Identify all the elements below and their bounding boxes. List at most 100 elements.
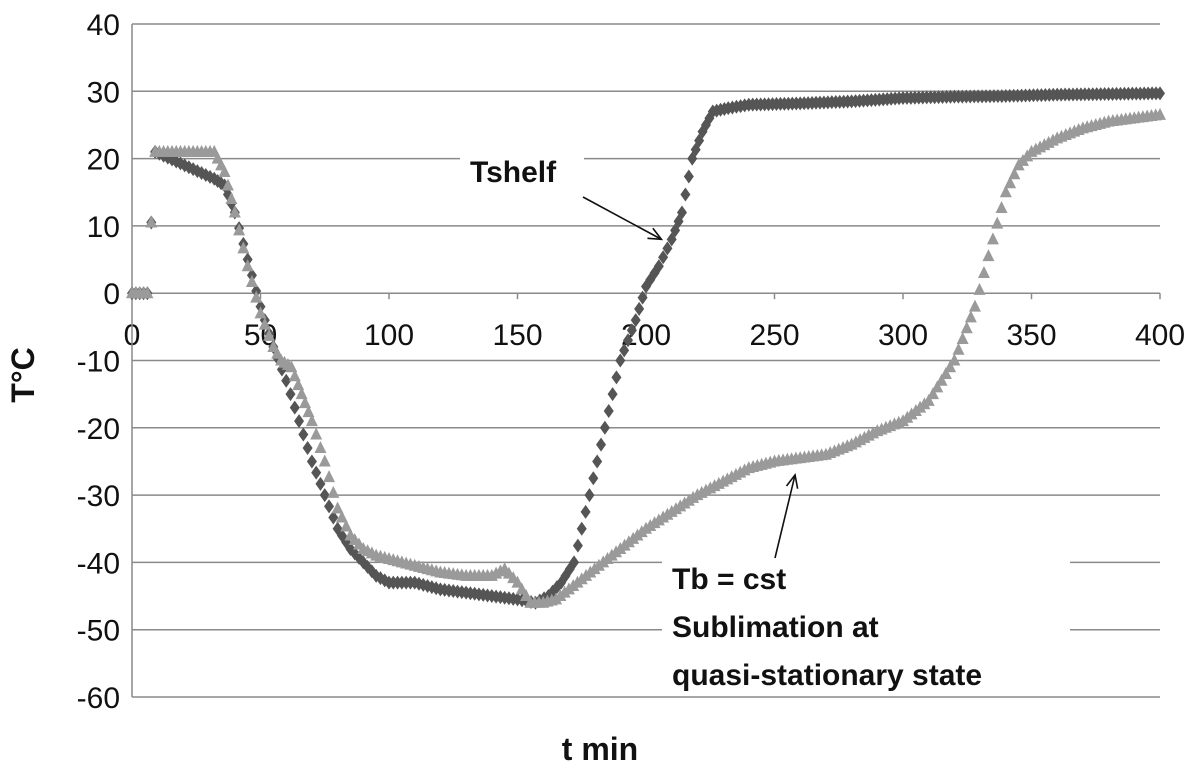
triangle-marker: [245, 274, 258, 287]
x-tick-label: 250: [749, 319, 799, 352]
diamond-marker: [599, 420, 610, 435]
y-tick-label: -10: [77, 346, 120, 379]
annotation-text: quasi-stationary state: [672, 659, 982, 692]
triangle-marker: [991, 216, 1004, 229]
diamond-marker: [580, 504, 591, 519]
diamond-marker: [637, 290, 648, 305]
triangle-marker: [318, 454, 331, 467]
annotation-text: Tb = cst: [672, 563, 786, 596]
x-tick-label: 300: [878, 319, 928, 352]
diamond-marker: [683, 169, 694, 184]
x-tick-label: 150: [492, 319, 542, 352]
diamond-marker: [311, 465, 322, 480]
triangle-marker: [141, 286, 154, 299]
triangle-marker: [299, 396, 312, 409]
x-tick-label: 400: [1135, 319, 1185, 352]
diamond-marker: [576, 521, 587, 536]
series-layer: [126, 86, 1166, 610]
triangle-marker: [939, 366, 952, 379]
triangle-marker: [314, 440, 327, 453]
diamond-marker: [697, 124, 708, 139]
diamond-marker: [676, 205, 687, 220]
triangle-marker: [973, 282, 986, 295]
annotation-backdrop: [460, 150, 584, 194]
x-tick-label: 350: [1006, 319, 1056, 352]
y-tick-label: 10: [87, 211, 120, 244]
diamond-marker: [281, 373, 292, 388]
triangle-marker: [944, 360, 957, 373]
diamond-marker: [619, 343, 630, 358]
diamond-marker: [289, 400, 300, 415]
diamond-marker: [315, 476, 326, 491]
triangle-marker: [999, 185, 1012, 198]
y-tick-label: -20: [77, 413, 120, 446]
triangle-marker: [1004, 176, 1017, 189]
triangle-marker: [1154, 107, 1166, 120]
triangle-marker: [228, 205, 241, 218]
triangle-marker: [254, 306, 267, 319]
triangle-marker: [922, 393, 935, 406]
triangle-marker: [250, 290, 263, 303]
diamond-marker: [630, 313, 641, 328]
diamond-marker: [572, 538, 583, 553]
triangle-marker: [225, 191, 238, 204]
triangle-marker: [335, 510, 348, 523]
diamond-marker: [634, 301, 645, 316]
y-tick-label: -30: [77, 480, 120, 513]
triangle-marker: [218, 165, 231, 178]
diamond-marker: [588, 471, 599, 486]
y-tick-label: -50: [77, 615, 120, 648]
diamond-marker: [306, 454, 317, 469]
annotations: Tshelf Tb = cst Sublimation at quasi-statio…: [460, 150, 1070, 696]
triangle-marker: [520, 589, 533, 602]
y-axis-title: T°C: [5, 347, 41, 402]
triangle-marker: [986, 232, 999, 245]
triangle-marker: [241, 259, 254, 272]
triangle-marker: [952, 342, 965, 355]
diamond-marker: [569, 555, 580, 570]
triangle-marker: [515, 582, 528, 595]
diamond-marker: [626, 323, 637, 338]
annotation-arrow: [774, 474, 796, 559]
y-tick-label: -40: [77, 547, 120, 580]
y-tick-label: 0: [103, 278, 120, 311]
diamond-marker: [615, 353, 626, 368]
triangle-marker: [302, 405, 315, 418]
triangle-marker: [221, 178, 234, 191]
triangle-marker: [233, 223, 246, 236]
triangle-marker: [258, 317, 271, 330]
diamond-marker: [658, 250, 669, 265]
triangle-marker: [926, 387, 939, 400]
diamond-marker: [611, 370, 622, 385]
y-tick-label: 30: [87, 76, 120, 109]
diamond-marker: [596, 437, 607, 452]
triangle-marker: [968, 299, 981, 312]
x-axis: 0 50 100 150 200 250 300 350 400: [124, 293, 1185, 352]
series-2: [126, 107, 1166, 608]
diamond-marker: [328, 510, 339, 525]
triangle-marker: [323, 470, 336, 483]
triangle-marker: [931, 380, 944, 393]
y-tick-label: -60: [77, 682, 120, 715]
annotation-text: Sublimation at: [672, 611, 879, 644]
triangle-marker: [340, 519, 353, 532]
triangle-marker: [977, 266, 990, 279]
triangle-marker: [331, 501, 344, 514]
annotation-backdrop: [662, 556, 1070, 696]
diamond-marker: [285, 387, 296, 402]
triangle-marker: [1008, 167, 1021, 180]
triangle-marker: [145, 215, 158, 228]
triangle-marker: [511, 575, 524, 588]
annotation-arrowhead: [647, 227, 664, 241]
y-tick-label: 20: [87, 144, 120, 177]
triangle-marker: [960, 321, 973, 334]
y-tick-label: 40: [87, 9, 120, 42]
triangle-marker: [305, 414, 318, 427]
triangle-marker: [295, 387, 308, 400]
diamond-marker: [584, 488, 595, 503]
diamond-marker: [1155, 86, 1165, 101]
diamond-marker: [592, 454, 603, 469]
triangle-marker: [964, 310, 977, 323]
triangle-marker: [292, 378, 305, 391]
